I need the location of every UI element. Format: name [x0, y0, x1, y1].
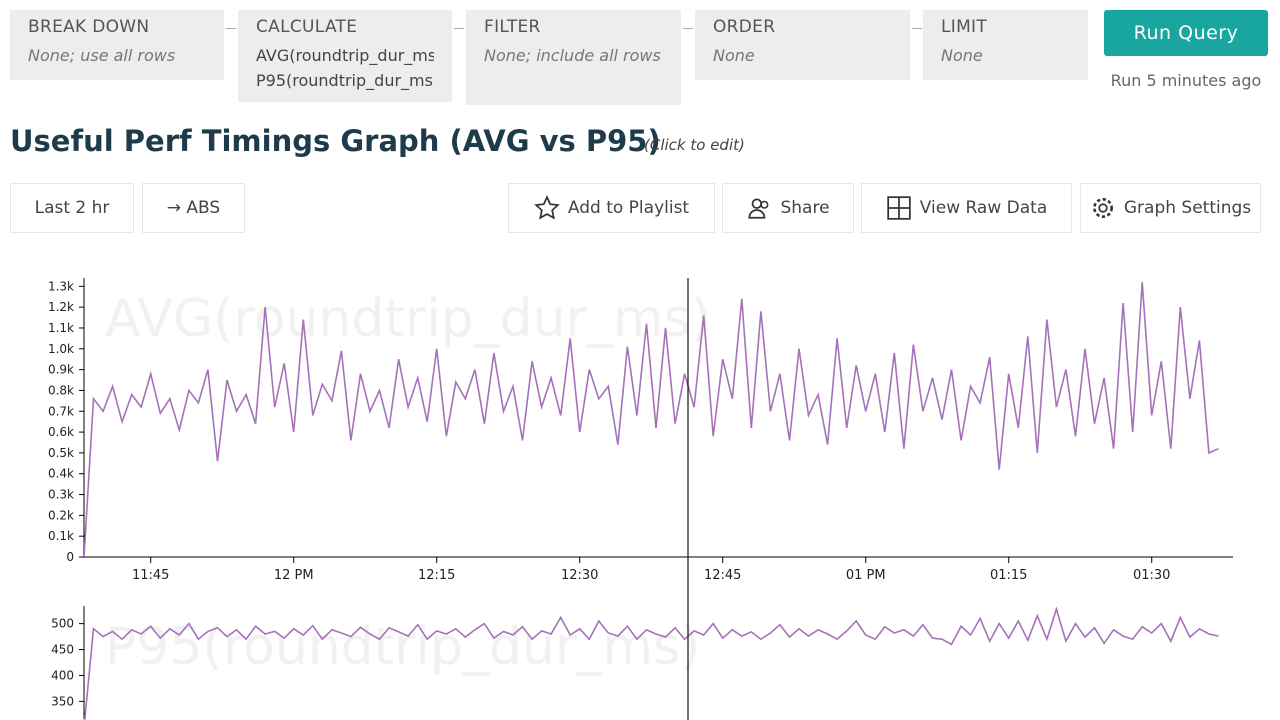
- y-tick-label: 1.2k: [48, 300, 74, 314]
- value: None: [941, 46, 983, 65]
- raw-data-button[interactable]: View Raw Data: [861, 183, 1072, 233]
- y-tick-label: 400: [51, 668, 74, 682]
- y-tick-label: 0.9k: [48, 363, 74, 377]
- y-tick-label: 0.5k: [48, 446, 74, 460]
- x-tick-label: 11:45: [132, 568, 169, 583]
- edit-hint: (Click to edit): [644, 136, 745, 154]
- watermark: AVG(roundtrip_dur_ms): [105, 289, 711, 349]
- y-tick-label: 0.8k: [48, 383, 74, 397]
- label: Add to Playlist: [567, 198, 690, 218]
- y-tick-label: 1.1k: [48, 321, 74, 335]
- x-tick-label: 12:45: [704, 568, 741, 583]
- filter-box[interactable]: FILTER None; include all rows: [466, 10, 681, 105]
- grid-icon: [887, 196, 911, 220]
- value: None: [713, 46, 755, 65]
- y-tick-label: 0.3k: [48, 488, 74, 502]
- settings-button[interactable]: Graph Settings: [1080, 183, 1261, 233]
- label: FILTER: [484, 17, 541, 37]
- value: P95(roundtrip_dur_ms): [256, 71, 434, 90]
- y-tick-label: 1.3k: [48, 279, 74, 293]
- label: Last 2 hr: [34, 198, 110, 218]
- breakdown-box[interactable]: BREAK DOWN None; use all rows: [10, 10, 224, 80]
- graph-title[interactable]: Useful Perf Timings Graph (AVG vs P95): [10, 124, 661, 158]
- limit-box[interactable]: LIMIT None: [923, 10, 1088, 80]
- x-tick-label: 01:15: [990, 568, 1027, 583]
- label: Graph Settings: [1123, 198, 1252, 218]
- y-tick-label: 0.6k: [48, 425, 74, 439]
- y-tick-label: 0.2k: [48, 508, 74, 522]
- value: None; use all rows: [28, 46, 176, 65]
- x-tick-label: 12:30: [561, 568, 598, 583]
- label: ORDER: [713, 17, 776, 37]
- run-query-button[interactable]: Run Query: [1104, 10, 1268, 56]
- value: AVG(roundtrip_dur_ms): [256, 46, 434, 65]
- label: View Raw Data: [919, 198, 1048, 218]
- label: BREAK DOWN: [28, 17, 150, 37]
- series-line: [84, 606, 1219, 720]
- run-status: Run 5 minutes ago: [1110, 71, 1262, 90]
- series-line: [84, 282, 1219, 558]
- y-tick-label: 1.0k: [48, 342, 74, 356]
- y-tick-label: 500: [51, 617, 74, 631]
- y-tick-label: 0.7k: [48, 404, 74, 418]
- separator: [454, 28, 464, 29]
- playlist-button[interactable]: Add to Playlist: [508, 183, 715, 233]
- y-tick-label: 0: [66, 550, 74, 564]
- label: CALCULATE: [256, 17, 358, 37]
- separator: [683, 28, 693, 29]
- separator: [226, 28, 236, 29]
- time-range-button[interactable]: Last 2 hr: [10, 183, 134, 233]
- order-box[interactable]: ORDER None: [695, 10, 910, 80]
- x-tick-label: 12 PM: [274, 568, 314, 583]
- watermark: P95(roundtrip_dur_ms): [105, 617, 700, 677]
- star-icon: [534, 195, 560, 220]
- label: LIMIT: [941, 17, 988, 37]
- x-tick-label: 12:15: [418, 568, 455, 583]
- compare-button[interactable]: → ABS: [142, 183, 245, 233]
- value: None; include all rows: [484, 46, 661, 65]
- calculate-box[interactable]: CALCULATE AVG(roundtrip_dur_ms) P95(roun…: [238, 10, 452, 102]
- share-icon: [748, 198, 769, 219]
- separator: [912, 28, 922, 29]
- x-tick-label: 01:30: [1133, 568, 1170, 583]
- label: → ABS: [166, 198, 221, 218]
- y-tick-label: 450: [51, 643, 74, 657]
- y-tick-label: 0.1k: [48, 529, 74, 543]
- x-tick-label: 01 PM: [846, 568, 886, 583]
- share-button[interactable]: Share: [722, 183, 854, 233]
- gear-icon: [1092, 198, 1113, 218]
- y-tick-label: 350: [51, 694, 74, 708]
- y-tick-label: 0.4k: [48, 467, 74, 481]
- label: Share: [780, 198, 830, 218]
